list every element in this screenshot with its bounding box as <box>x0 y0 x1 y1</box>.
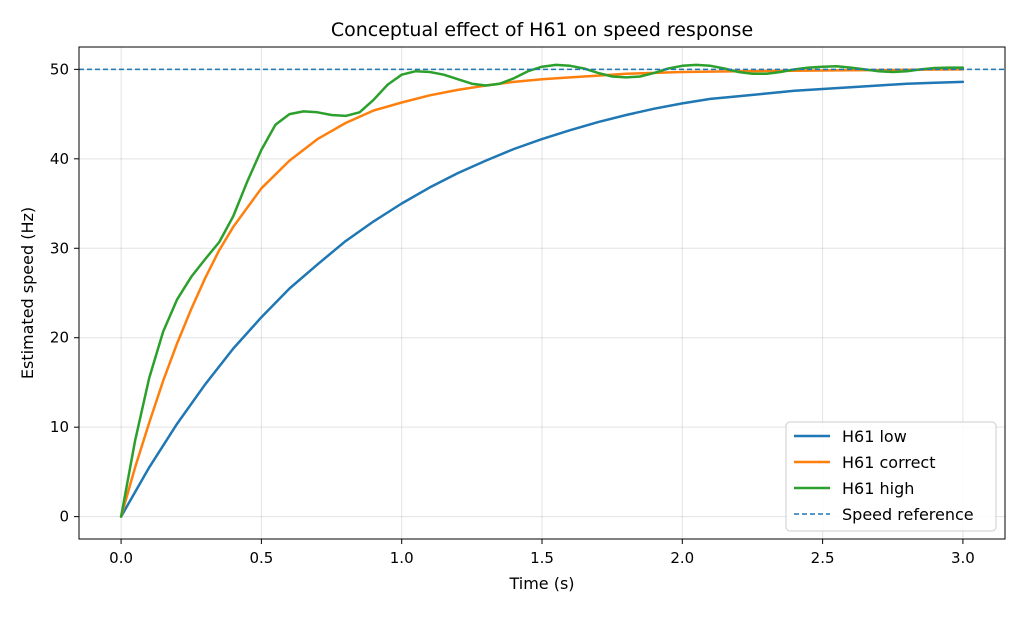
x-tick-label: 0.0 <box>109 549 133 567</box>
y-tick-label: 10 <box>50 418 69 436</box>
x-axis-label: Time (s) <box>508 574 574 593</box>
y-tick-label: 40 <box>50 150 69 168</box>
x-tick-label: 1.5 <box>530 549 554 567</box>
x-tick-label: 2.5 <box>811 549 835 567</box>
y-axis-label: Estimated speed (Hz) <box>18 207 37 379</box>
legend-label-h61-high: H61 high <box>842 479 914 498</box>
y-tick-label: 0 <box>59 508 69 526</box>
legend-label-h61-low: H61 low <box>842 427 907 446</box>
y-tick-label: 20 <box>50 329 69 347</box>
series-line-h61-low <box>119 80 965 518</box>
y-tick-label: 50 <box>50 60 69 78</box>
series-layer <box>79 63 1005 518</box>
legend-label-speed-reference: Speed reference <box>842 505 974 524</box>
series-line-h61-correct <box>119 68 965 518</box>
y-tick-label: 30 <box>50 239 69 257</box>
x-tick-label: 2.0 <box>670 549 694 567</box>
x-tick-label: 1.0 <box>390 549 414 567</box>
chart-title: Conceptual effect of H61 on speed respon… <box>331 19 753 41</box>
series-line-h61-high <box>119 63 965 518</box>
legend-label-h61-correct: H61 correct <box>842 453 936 472</box>
x-tick-label: 0.5 <box>249 549 273 567</box>
legend: H61 low H61 correct H61 high Speed refer… <box>785 421 997 532</box>
x-tick-label: 3.0 <box>951 549 975 567</box>
legend-box <box>785 421 997 532</box>
ticks: 0.0 0.5 1.0 1.5 2.0 2.5 3.0 0 10 20 30 40 50 <box>50 60 975 567</box>
